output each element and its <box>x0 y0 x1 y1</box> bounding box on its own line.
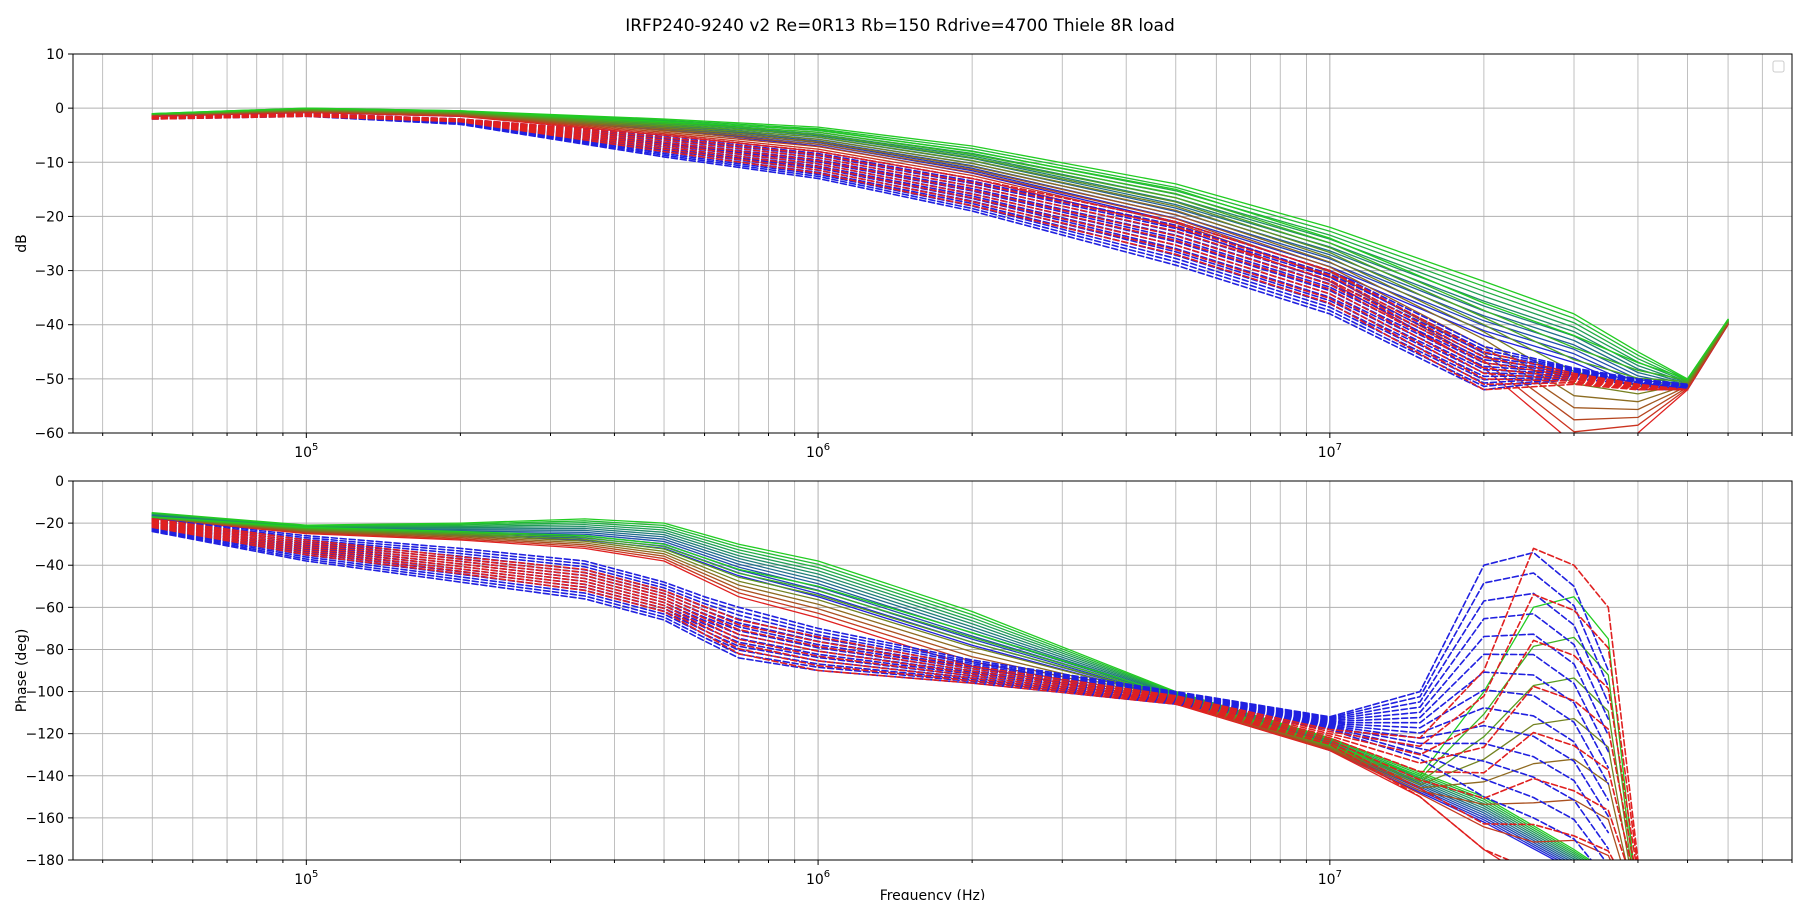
series-line-blue-solid <box>151 512 1589 860</box>
legend-box <box>1772 60 1785 73</box>
y-tick-label: −20 <box>34 516 64 532</box>
axes-frame <box>72 480 1793 861</box>
series-line-blue-dashed <box>151 114 1689 390</box>
series-line-blue-solid <box>151 515 1560 860</box>
series-line-red-solid <box>151 517 1622 860</box>
axes-frame <box>72 53 1793 434</box>
x-axis-label: Frequency (Hz) <box>880 888 986 900</box>
y-tick-label: −160 <box>26 811 64 827</box>
y-tick-label: −100 <box>26 685 64 701</box>
series-line-red-dashed <box>151 114 1689 391</box>
x-tick-label: 106 <box>806 442 830 461</box>
series-line-blue-solid <box>151 515 1564 860</box>
x-tick-label: 105 <box>294 442 318 461</box>
series-line-blue-dashed <box>151 530 1593 860</box>
series-line-blue-dashed <box>151 518 1610 718</box>
series-line-red-solid <box>151 107 1729 380</box>
y-tick-label: −40 <box>34 558 64 574</box>
series-line-red-solid <box>151 107 1729 381</box>
y-tick-label: 10 <box>46 47 64 63</box>
y-tick-label: −50 <box>34 372 64 388</box>
series-line-red-solid <box>151 517 1630 860</box>
series-line-blue-solid <box>151 513 1584 860</box>
y-tick-label: −20 <box>34 209 64 225</box>
series-line-red-dashed <box>151 525 1615 860</box>
series-line-red-dashed <box>151 519 1638 860</box>
series-line-blue-solid <box>151 513 1581 860</box>
figure-title: IRFP240-9240 v2 Re=0R13 Rb=150 Rdrive=47… <box>625 16 1175 36</box>
x-tick-label: 107 <box>1318 869 1342 888</box>
series-line-red-dashed <box>151 524 1626 860</box>
y-tick-label: −40 <box>34 318 64 334</box>
phase-panel: 105 106 107 0 −20 −40 −60 −80 −100 −120 −140 −160 −1… <box>14 474 1793 900</box>
x-tick-label: 106 <box>806 869 830 888</box>
series-line-red-solid <box>151 517 1612 860</box>
series-line-red-solid <box>151 516 1633 860</box>
y-axis-label: Phase (deg) <box>14 629 30 713</box>
series-line-blue-solid <box>151 512 1586 860</box>
series-line-blue-solid <box>151 514 1567 860</box>
series-line-red-solid <box>151 518 1502 860</box>
x-tick-label: 107 <box>1318 442 1342 461</box>
y-tick-label: −120 <box>26 727 64 743</box>
series-line-blue-solid <box>151 514 1571 860</box>
series-line-blue-solid <box>151 109 1729 384</box>
x-tick-label: 105 <box>294 869 318 888</box>
series-line-blue-dashed <box>151 528 1610 850</box>
magnitude-panel: 105 106 107 10 0 −10 −20 −30 −40 −50 −60 dB <box>14 47 1793 461</box>
series-line-red-dashed <box>151 520 1637 860</box>
series-line-red-solid <box>151 517 1627 860</box>
series-line-blue-solid <box>151 514 1574 860</box>
y-tick-label: 0 <box>55 101 64 117</box>
y-tick-label: 0 <box>55 474 64 490</box>
series-line-red-dashed <box>151 522 1632 860</box>
y-tick-label: −60 <box>34 426 64 442</box>
series-line-blue-dashed <box>151 520 1610 720</box>
y-tick-label: −80 <box>34 642 64 658</box>
series-lines <box>151 107 1729 433</box>
series-line-red-dashed <box>151 114 1689 391</box>
series-lines <box>151 511 1639 860</box>
series-line-red-dashed <box>151 521 1635 860</box>
y-tick-label: −60 <box>34 600 64 616</box>
series-line-blue-dashed <box>151 527 1610 834</box>
series-line-red-dashed <box>151 518 1639 860</box>
y-tick-label: −10 <box>34 155 64 171</box>
series-line-red-solid <box>151 516 1632 860</box>
y-tick-label: −30 <box>34 264 64 280</box>
grid <box>73 481 1792 860</box>
y-tick-label: −180 <box>26 853 64 869</box>
series-line-blue-solid <box>151 516 1556 860</box>
y-axis-label: dB <box>14 234 30 253</box>
series-line-blue-dashed <box>151 519 1610 719</box>
series-line-blue-solid <box>151 513 1577 860</box>
series-line-red-dashed <box>151 526 1511 860</box>
y-tick-label: −140 <box>26 769 64 785</box>
series-line-red-dashed <box>151 112 1689 391</box>
